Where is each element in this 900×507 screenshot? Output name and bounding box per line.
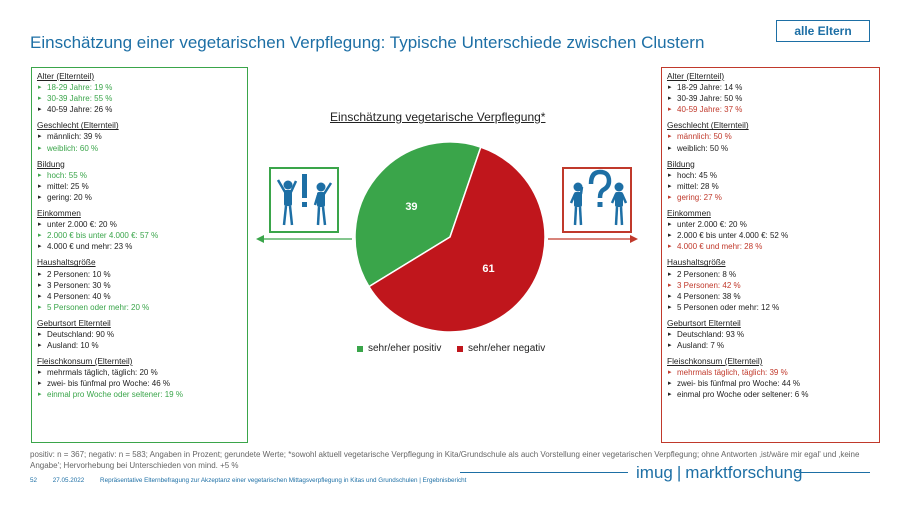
legend-item-positive: sehr/eher positiv: [357, 343, 441, 354]
positive-list-item: Deutschland: 90 %: [37, 329, 242, 340]
positive-list-item: weiblich: 60 %: [37, 143, 242, 154]
negative-list-item: 18-29 Jahre: 14 %: [667, 82, 874, 93]
logo-sub: marktforschung: [685, 463, 803, 482]
people-exclamation-icon: [269, 167, 339, 233]
negative-section: Haushaltsgröße2 Personen: 8 %3 Personen:…: [667, 257, 874, 313]
footer-text: Repräsentative Elternbefragung zur Akzep…: [100, 477, 467, 484]
legend-swatch-negative: [457, 345, 463, 352]
negative-list-item: 5 Personen oder mehr: 12 %: [667, 302, 874, 313]
positive-cluster-panel: Alter (Elternteil)18-29 Jahre: 19 %30-39…: [31, 67, 248, 443]
negative-list-item: 30-39 Jahre: 50 %: [667, 93, 874, 104]
positive-list-item: männlich: 39 %: [37, 131, 242, 142]
positive-list-item: zwei- bis fünfmal pro Woche: 46 %: [37, 378, 242, 389]
audience-badge: alle Eltern: [776, 20, 870, 42]
footer: 52 27.05.2022 Repräsentative Elternbefra…: [30, 477, 480, 484]
negative-section: Geburtsort ElternteilDeutschland: 93 %Au…: [667, 318, 874, 351]
positive-list-item: unter 2.000 €: 20 %: [37, 219, 242, 230]
negative-list-item: weiblich: 50 %: [667, 143, 874, 154]
negative-list-item: 4 Personen: 38 %: [667, 291, 874, 302]
positive-list-item: 18-29 Jahre: 19 %: [37, 82, 242, 93]
negative-list-item: unter 2.000 €: 20 %: [667, 219, 874, 230]
negative-section: Alter (Elternteil)18-29 Jahre: 14 %30-39…: [667, 71, 874, 115]
negative-section: Bildunghoch: 45 %mittel: 28 %gering: 27 …: [667, 159, 874, 203]
positive-section-title: Alter (Elternteil): [37, 71, 95, 81]
positive-section-title: Bildung: [37, 158, 65, 169]
positive-list-item: gering: 20 %: [37, 192, 242, 203]
negative-list-item: 3 Personen: 42 %: [667, 280, 874, 291]
negative-list-item: 2 Personen: 8 %: [667, 269, 874, 280]
footer-rule-right: [796, 472, 870, 473]
positive-section: Geschlecht (Elternteil)männlich: 39 %wei…: [37, 120, 242, 153]
page-number: 52: [30, 477, 38, 484]
negative-list-item: 40-59 Jahre: 37 %: [667, 104, 874, 115]
negative-list-item: Ausland: 7 %: [667, 340, 874, 351]
logo-brand: imug: [636, 463, 673, 482]
positive-section-title: Geburtsort Elternteil: [37, 317, 111, 328]
company-logo: imug | marktforschung: [636, 463, 802, 483]
negative-list-item: hoch: 45 %: [667, 170, 874, 181]
positive-list-item: 5 Personen oder mehr: 20 %: [37, 302, 242, 313]
positive-section: Geburtsort ElternteilDeutschland: 90 %Au…: [37, 318, 242, 351]
legend-item-negative: sehr/eher negativ: [457, 343, 545, 354]
footnote: positiv: n = 367; negativ: n = 583; Anga…: [30, 450, 860, 470]
negative-list-item: 2.000 € bis unter 4.000 €: 52 %: [667, 230, 874, 241]
left-arrow: [256, 235, 352, 243]
positive-section-title: Geschlecht (Elternteil): [37, 120, 119, 131]
negative-section-title: Geburtsort Elternteil: [667, 317, 741, 328]
positive-list-item: 3 Personen: 30 %: [37, 280, 242, 291]
positive-section: Einkommenunter 2.000 €: 20 %2.000 € bis …: [37, 208, 242, 252]
footer-rule-left: [460, 472, 628, 473]
positive-section-title: Einkommen: [37, 208, 81, 219]
negative-section: Fleischkonsum (Elternteil)mehrmals tägli…: [667, 356, 874, 400]
positive-section-title: Haushaltsgröße: [37, 257, 96, 268]
negative-list-item: Deutschland: 93 %: [667, 329, 874, 340]
negative-section-title: Einkommen: [667, 208, 711, 219]
negative-list-item: mehrmals täglich, täglich: 39 %: [667, 367, 874, 378]
positive-list-item: einmal pro Woche oder seltener: 19 %: [37, 389, 242, 400]
positive-section: Haushaltsgröße2 Personen: 10 %3 Personen…: [37, 257, 242, 313]
negative-section: Einkommenunter 2.000 €: 20 %2.000 € bis …: [667, 208, 874, 252]
legend-label-negative: sehr/eher negativ: [468, 343, 546, 354]
positive-list-item: 2.000 € bis unter 4.000 €: 57 %: [37, 230, 242, 241]
logo-separator: |: [676, 463, 682, 482]
positive-section-title: Fleischkonsum (Elternteil): [37, 356, 133, 367]
positive-list-item: 4.000 € und mehr: 23 %: [37, 241, 242, 252]
pie-slice-positive: [354, 141, 482, 288]
positive-list-item: 30-39 Jahre: 55 %: [37, 93, 242, 104]
positive-list-item: 40-59 Jahre: 26 %: [37, 104, 242, 115]
positive-list-item: 4 Personen: 40 %: [37, 291, 242, 302]
positive-list-item: Ausland: 10 %: [37, 340, 242, 351]
right-arrow: [548, 235, 638, 243]
page-title: Einschätzung einer vegetarischen Verpfle…: [30, 33, 705, 52]
pie-chart: 39 61: [354, 141, 546, 333]
pie-slice-negative: [367, 146, 546, 333]
footer-date: 27.05.2022: [52, 477, 85, 484]
positive-list-item: 2 Personen: 10 %: [37, 269, 242, 280]
negative-list-item: mittel: 28 %: [667, 181, 874, 192]
legend-label-positive: sehr/eher positiv: [368, 343, 442, 354]
negative-section-title: Geschlecht (Elternteil): [667, 120, 749, 131]
negative-list-item: 4.000 € und mehr: 28 %: [667, 241, 874, 252]
positive-list-item: hoch: 55 %: [37, 170, 242, 181]
negative-section-title: Haushaltsgröße: [667, 257, 726, 268]
negative-list-item: gering: 27 %: [667, 192, 874, 203]
pie-data-label-positive: 39: [405, 201, 417, 213]
negative-list-item: männlich: 50 %: [667, 131, 874, 142]
positive-list-item: mehrmals täglich, täglich: 20 %: [37, 367, 242, 378]
negative-section: Geschlecht (Elternteil)männlich: 50 %wei…: [667, 120, 874, 153]
negative-section-title: Fleischkonsum (Elternteil): [667, 356, 763, 367]
negative-list-item: einmal pro Woche oder seltener: 6 %: [667, 389, 874, 400]
chart-title: Einschätzung vegetarische Verpflegung*: [330, 110, 546, 124]
negative-section-title: Bildung: [667, 158, 695, 169]
pie-data-label-negative: 61: [482, 263, 494, 275]
positive-list-item: mittel: 25 %: [37, 181, 242, 192]
negative-cluster-panel: Alter (Elternteil)18-29 Jahre: 14 %30-39…: [661, 67, 880, 443]
legend-swatch-positive: [357, 345, 363, 352]
positive-section: Bildunghoch: 55 %mittel: 25 %gering: 20 …: [37, 159, 242, 203]
negative-list-item: zwei- bis fünfmal pro Woche: 44 %: [667, 378, 874, 389]
positive-section: Alter (Elternteil)18-29 Jahre: 19 %30-39…: [37, 71, 242, 115]
positive-section: Fleischkonsum (Elternteil)mehrmals tägli…: [37, 356, 242, 400]
negative-section-title: Alter (Elternteil): [667, 71, 725, 81]
people-question-icon: [562, 167, 632, 233]
